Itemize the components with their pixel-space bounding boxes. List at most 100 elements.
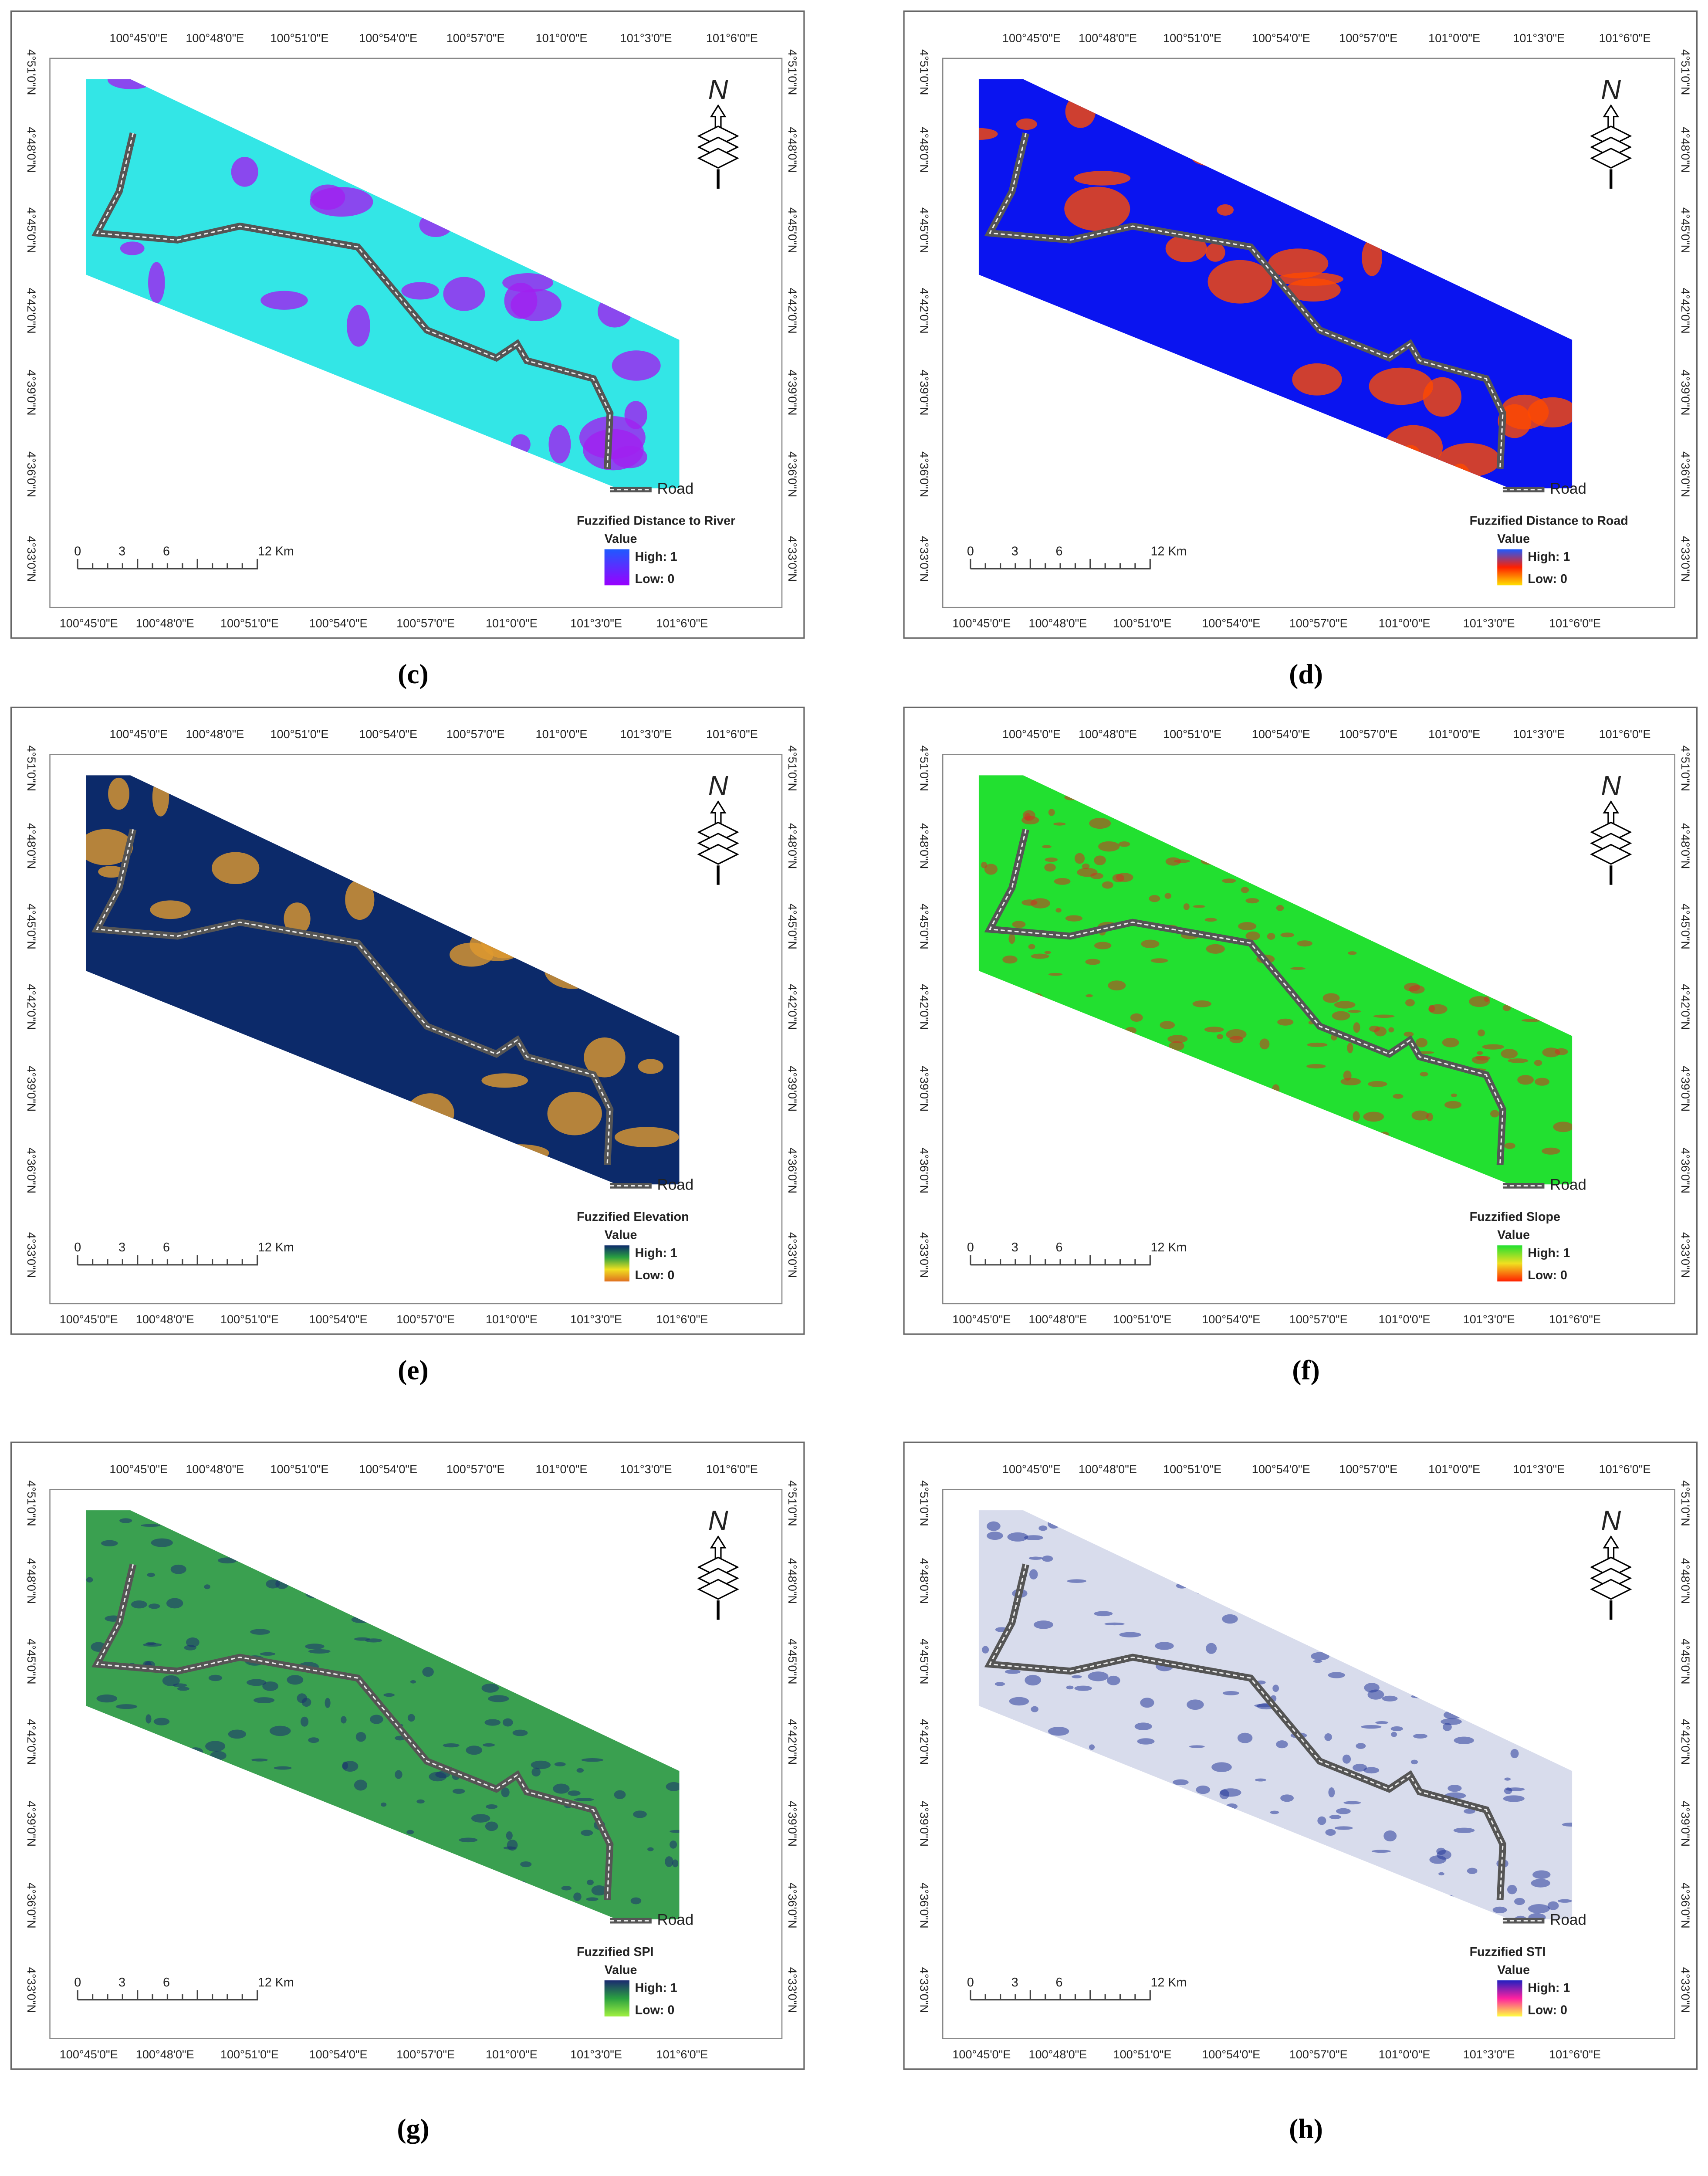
raster-patch <box>665 1856 673 1867</box>
raster-patch <box>994 1682 1005 1686</box>
raster-patch <box>1382 1695 1398 1701</box>
legend-title: Fuzzified Elevation <box>577 1210 689 1224</box>
raster-patch <box>153 1718 170 1725</box>
lon-label: 100°57'0"E <box>446 728 505 741</box>
raster-patch <box>1404 1031 1414 1037</box>
lat-label: 4°39'0"N <box>786 1066 799 1112</box>
lat-label: 4°48'0"N <box>786 127 799 173</box>
raster-patch <box>1490 1110 1499 1118</box>
lon-label: 100°51'0"E <box>1163 728 1221 741</box>
raster-patch <box>1334 1001 1356 1009</box>
lon-label: 100°51'0"E <box>1113 1313 1172 1326</box>
lat-label: 4°33'0"N <box>1679 536 1692 582</box>
scale-label: 12 Km <box>1151 1241 1187 1254</box>
lon-label: 101°3'0"E <box>1513 31 1565 44</box>
raster-patch <box>1558 1899 1572 1903</box>
raster-patch <box>355 1732 366 1742</box>
raster-patch <box>1324 1733 1332 1741</box>
legend-ramp <box>1497 1245 1522 1281</box>
raster-patch <box>1094 1611 1113 1617</box>
lat-label: 4°33'0"N <box>25 1232 38 1278</box>
scale-label: 6 <box>163 544 170 558</box>
lon-label: 100°45'0"E <box>60 2048 118 2061</box>
raster-patch <box>574 1798 594 1801</box>
lon-label: 100°45'0"E <box>109 1463 168 1476</box>
scale-label: 6 <box>1056 1241 1063 1254</box>
lon-label: 100°57'0"E <box>396 1313 455 1326</box>
lon-label: 101°3'0"E <box>570 1313 622 1326</box>
study-area <box>86 79 680 488</box>
raster-patch <box>1347 1043 1353 1054</box>
lon-label: 100°48'0"E <box>136 2048 194 2061</box>
scale-label: 6 <box>163 1241 170 1254</box>
raster-patch <box>96 1694 117 1703</box>
scale-label: 0 <box>967 544 974 558</box>
raster-patch <box>483 1743 495 1747</box>
legend-high: High: 1 <box>1528 550 1570 564</box>
lon-label: 101°6'0"E <box>1549 2048 1601 2061</box>
panel-caption: (h) <box>1289 2113 1323 2144</box>
raster-patch <box>1074 1685 1092 1691</box>
raster-patch <box>1165 234 1207 262</box>
raster-patch <box>502 273 554 292</box>
map-frame <box>942 1489 1675 2039</box>
legend-ramp <box>604 549 629 586</box>
legend-title: Fuzzified SPI <box>577 1945 654 1959</box>
lat-label: 4°33'0"N <box>786 536 799 582</box>
raster-patch <box>978 128 998 140</box>
raster-patch <box>1328 1787 1335 1798</box>
raster-patch <box>148 262 165 304</box>
road-centerline <box>988 829 1504 1165</box>
lon-label: 101°3'0"E <box>1463 2048 1515 2061</box>
raster-patch <box>1411 1110 1429 1121</box>
raster-patch <box>1444 1101 1462 1109</box>
raster-patch <box>443 277 485 311</box>
lat-label: 4°36'0"N <box>786 1883 799 1929</box>
raster-patch <box>1277 1018 1294 1026</box>
lon-label: 101°0'0"E <box>1428 728 1480 741</box>
lon-label: 100°48'0"E <box>136 617 194 630</box>
lat-label: 4°42'0"N <box>25 984 38 1030</box>
raster-patch <box>247 1679 267 1686</box>
map-panel: 100°45'0"E 100°45'0"E 100°48'0"E 100°48'0"E… <box>10 706 805 1335</box>
raster-patch <box>1313 1660 1322 1663</box>
raster-patch <box>554 1762 566 1766</box>
raster-patch <box>1259 1038 1270 1050</box>
raster-patch <box>1343 1070 1352 1081</box>
raster-patch <box>1204 1027 1224 1033</box>
lat-label: 4°45'0"N <box>1679 207 1692 253</box>
lat-label: 4°51'0"N <box>1679 1481 1692 1526</box>
lon-label: 100°45'0"E <box>952 1313 1011 1326</box>
lon-label: 101°3'0"E <box>570 2048 622 2061</box>
raster-patch <box>1420 1072 1428 1077</box>
raster-patch <box>1415 1038 1428 1047</box>
lat-label: 4°36'0"N <box>917 1148 930 1193</box>
raster-patch <box>346 305 370 347</box>
north-layer <box>1590 147 1632 169</box>
lon-label: 101°6'0"E <box>1549 1313 1601 1326</box>
raster-patch <box>1343 1801 1361 1805</box>
raster-patch <box>410 1680 416 1684</box>
lat-label: 4°36'0"N <box>1679 1883 1692 1929</box>
raster-patch <box>354 1637 370 1641</box>
raster-patch <box>1048 973 1063 976</box>
raster-patch <box>1025 1674 1041 1686</box>
raster-patch <box>1028 1556 1043 1560</box>
raster-patch <box>1276 905 1284 911</box>
lon-label: 100°45'0"E <box>109 728 168 741</box>
raster-patch <box>1164 893 1172 899</box>
lat-label: 4°48'0"N <box>1679 127 1692 173</box>
legend-high: High: 1 <box>635 550 677 564</box>
raster-patch <box>1002 955 1018 964</box>
lat-label: 4°51'0"N <box>25 1481 38 1526</box>
legend-low: Low: 0 <box>635 2003 675 2017</box>
raster-patch <box>1270 1810 1279 1814</box>
raster-patch <box>108 777 130 810</box>
raster-patch <box>501 1787 510 1797</box>
raster-patch <box>1348 951 1357 955</box>
raster-patch <box>1118 841 1130 847</box>
legend-ramp <box>1497 549 1522 586</box>
raster-patch <box>1007 1532 1028 1542</box>
lon-label: 100°48'0"E <box>1028 2048 1087 2061</box>
raster-patch <box>1053 822 1066 826</box>
